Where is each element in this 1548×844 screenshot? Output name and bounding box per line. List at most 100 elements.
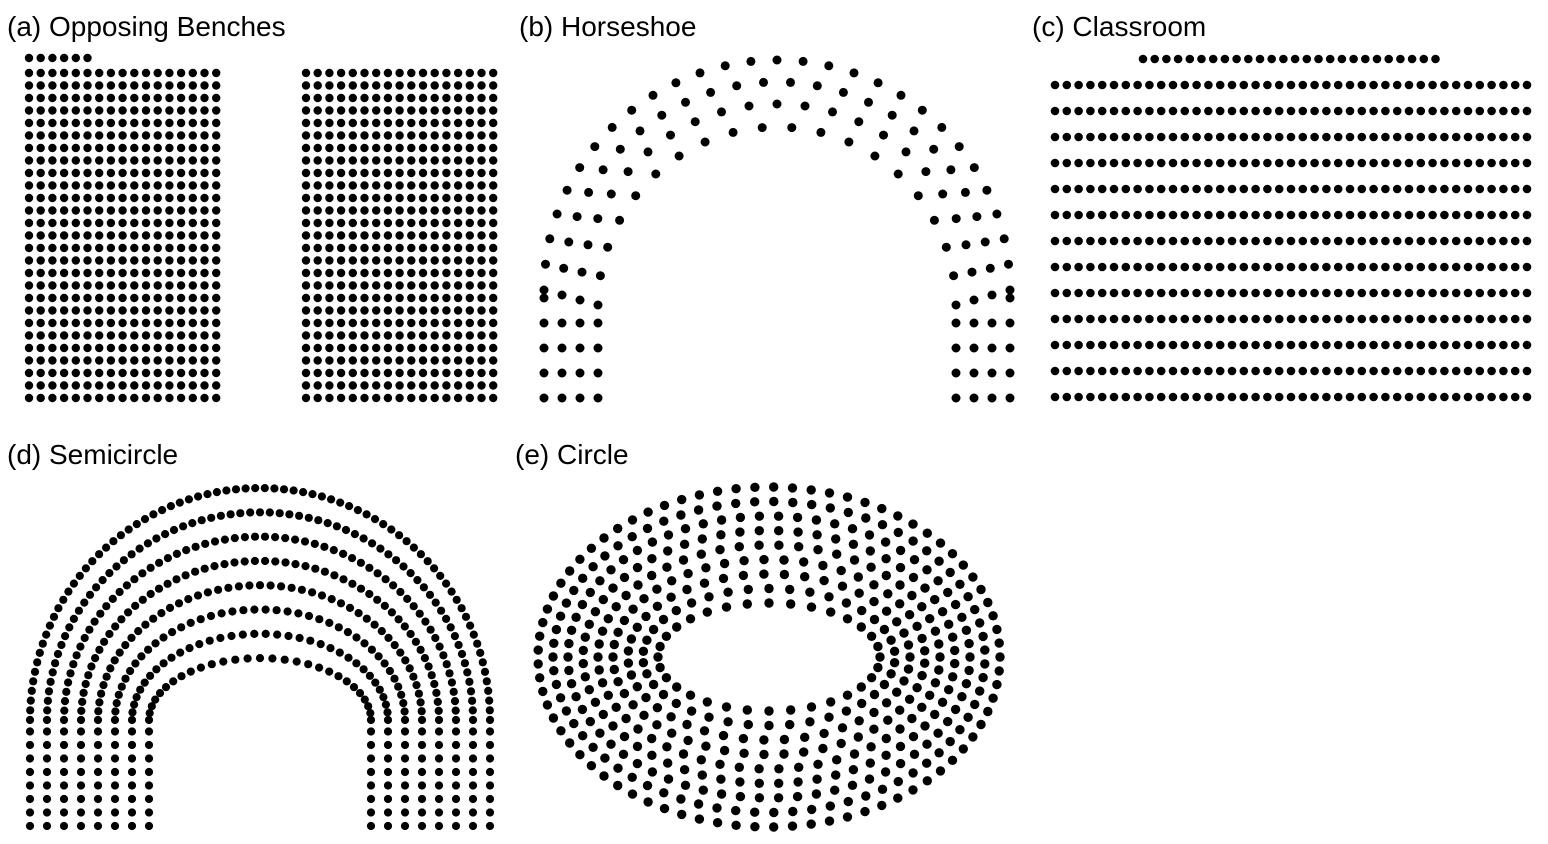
seat-dot	[301, 281, 311, 290]
seat-dot	[1204, 184, 1213, 194]
seat-dot	[1050, 158, 1060, 168]
seat-dot	[779, 555, 789, 565]
seat-dot	[161, 683, 171, 692]
seat-dot	[1333, 314, 1343, 324]
seat-dot	[1431, 54, 1440, 64]
seat-dot	[200, 81, 209, 90]
seat-dot	[754, 764, 764, 774]
seat-dot	[166, 502, 175, 511]
seat-dot	[176, 156, 186, 165]
seat-dot	[566, 679, 577, 689]
seat-dot	[477, 306, 486, 315]
seat-dot	[325, 193, 334, 203]
seat-dot	[360, 106, 369, 115]
seat-dot	[655, 662, 665, 673]
seat-dot	[1156, 340, 1166, 350]
seat-dot	[1227, 340, 1237, 350]
seat-dot	[611, 702, 621, 712]
seat-dot	[958, 560, 968, 570]
seat-dot	[25, 727, 35, 736]
seat-dot	[627, 789, 638, 799]
seat-dot	[336, 93, 346, 103]
seat-dot	[659, 788, 669, 798]
seat-dot	[832, 755, 842, 765]
seat-dot	[372, 293, 381, 303]
seat-dot	[774, 526, 784, 536]
seat-dot	[1156, 210, 1166, 220]
seat-dot	[415, 609, 424, 618]
seat-dot	[468, 767, 478, 777]
seat-dot	[106, 256, 116, 265]
seat-dot	[409, 672, 418, 681]
seat-dot	[1005, 285, 1015, 295]
seat-dot	[207, 660, 216, 669]
seat-dot	[880, 767, 891, 777]
seat-dot	[188, 306, 197, 315]
seat-dot	[712, 803, 722, 813]
seat-dot	[457, 649, 467, 659]
seat-dot	[597, 626, 608, 636]
seat-dot	[1192, 80, 1201, 90]
seat-dot	[1522, 288, 1532, 298]
seat-dot	[24, 206, 34, 215]
seat-dot	[95, 645, 104, 654]
seat-dot	[118, 256, 127, 265]
seat-dot	[434, 781, 444, 790]
seat-dot	[635, 126, 645, 136]
seat-dot	[342, 677, 351, 686]
seat-dot	[420, 654, 429, 663]
seat-dot	[430, 118, 439, 128]
seat-dot	[165, 356, 174, 365]
seat-dot	[95, 356, 104, 365]
seat-dot	[430, 293, 439, 303]
seat-dot	[930, 709, 940, 720]
seat-dot	[141, 156, 151, 165]
seat-dot	[593, 652, 603, 662]
seat-dot	[453, 193, 463, 203]
seat-dot	[1522, 210, 1532, 220]
seat-dot	[453, 143, 463, 153]
seat-dot	[442, 268, 451, 278]
seat-dot	[830, 785, 840, 795]
seat-dot	[106, 81, 116, 90]
seat-dot	[71, 393, 81, 403]
seat-dot	[632, 682, 642, 692]
seat-dot	[575, 343, 585, 353]
seat-dot	[585, 716, 595, 727]
seat-dot	[396, 648, 405, 657]
seat-dot	[418, 256, 428, 265]
seat-dot	[686, 598, 697, 608]
seat-dot	[24, 118, 34, 128]
seat-dot	[442, 206, 451, 215]
seat-dot	[1074, 80, 1083, 90]
seat-dot	[1298, 210, 1308, 220]
seat-dot	[301, 562, 310, 571]
seat-dot	[955, 579, 965, 589]
seat-dot	[1133, 340, 1142, 350]
seat-dot	[1227, 132, 1237, 142]
seat-dot	[95, 231, 104, 240]
seat-dot	[383, 293, 393, 303]
seat-dot	[301, 106, 311, 115]
seat-dot	[430, 168, 439, 178]
seat-dot	[118, 68, 127, 78]
seat-dot	[261, 629, 270, 639]
seat-dot	[417, 794, 427, 804]
seat-dot	[941, 242, 951, 252]
seat-dot	[723, 587, 733, 597]
seat-dot	[132, 693, 141, 702]
seat-dot	[666, 130, 675, 140]
seat-dot	[417, 754, 427, 763]
seat-dot	[348, 256, 357, 265]
seat-dot	[1333, 366, 1343, 376]
seat-dot	[118, 243, 127, 253]
seat-dot	[106, 318, 116, 328]
seat-dot	[1475, 340, 1485, 350]
seat-dot	[465, 81, 474, 90]
seat-dot	[165, 206, 174, 215]
seat-dot	[106, 356, 116, 365]
seat-dot	[1463, 392, 1473, 402]
seat-dot	[292, 657, 301, 666]
seat-dot	[59, 331, 69, 340]
panel-title-classroom: (c) Classroom	[1032, 11, 1207, 42]
